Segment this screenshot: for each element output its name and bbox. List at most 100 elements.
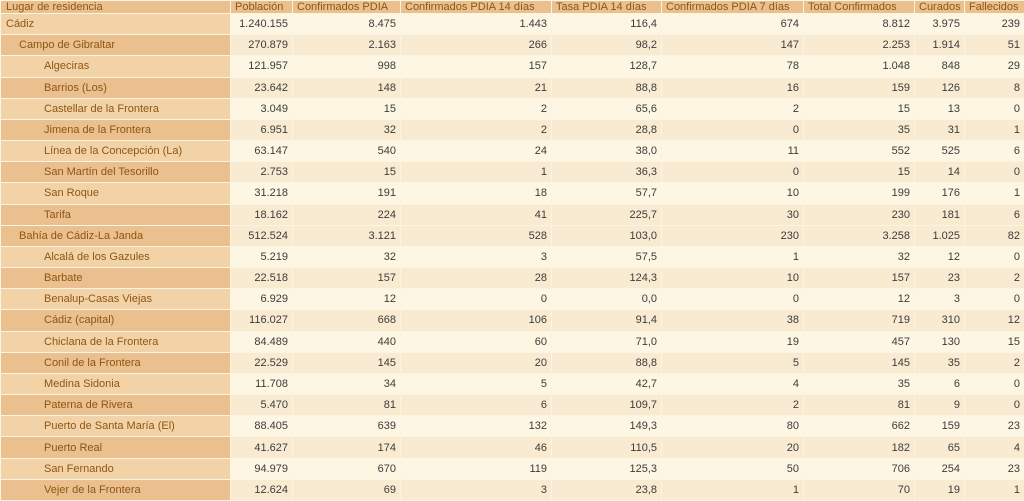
cell-tasa-pdia-14-dias: 28,8 (551, 118, 662, 142)
table-row: San Fernando 94.979 670 119 125,3 50 706 254 23 (0, 457, 1024, 480)
row-label[interactable]: Cádiz (capital) (0, 309, 231, 332)
cell-confirmados-pdia: 15 (292, 161, 401, 184)
cell-total-confirmados: 81 (803, 394, 915, 417)
cell-poblacion: 5.219 (230, 245, 293, 269)
cell-total-confirmados: 457 (803, 330, 915, 353)
cell-curados: 19 (914, 478, 965, 501)
cell-total-confirmados: 230 (803, 203, 915, 226)
cell-confirmados-pdia-14-dias: 18 (400, 182, 552, 205)
row-label[interactable]: Campo de Gibraltar (0, 34, 231, 57)
cell-confirmados-pdia-14-dias: 5 (400, 372, 552, 396)
row-label[interactable]: Alcalá de los Gazules (0, 245, 231, 269)
cell-confirmados-pdia-7-dias: 50 (661, 457, 804, 480)
column-header-tasa-pdia-14-dias[interactable]: Tasa PDIA 14 días (551, 0, 662, 14)
cell-confirmados-pdia: 12 (292, 288, 401, 311)
cell-curados: 6 (914, 372, 965, 396)
row-label[interactable]: Barbate (0, 267, 231, 290)
column-header-poblacion[interactable]: Población (230, 0, 293, 14)
cell-confirmados-pdia: 157 (292, 267, 401, 290)
cell-confirmados-pdia-7-dias: 30 (661, 203, 804, 226)
cell-fallecidos: 0 (964, 288, 1024, 311)
cell-tasa-pdia-14-dias: 36,3 (551, 161, 662, 184)
column-header-confirmados-pdia-14-dias[interactable]: Confirmados PDIA 14 días (400, 0, 552, 14)
row-label[interactable]: Jimena de la Frontera (0, 118, 231, 142)
cell-fallecidos: 1 (964, 118, 1024, 142)
cell-confirmados-pdia: 440 (292, 330, 401, 353)
column-header-confirmados-pdia-7-dias[interactable]: Confirmados PDIA 7 días (661, 0, 804, 14)
table-row: Paterna de Rivera 5.470 81 6 109,7 2 81 9 0 (0, 394, 1024, 417)
cell-curados: 65 (914, 436, 965, 459)
row-label[interactable]: Paterna de Rivera (0, 394, 231, 417)
row-label[interactable]: Castellar de la Frontera (0, 97, 231, 120)
cell-poblacion: 22.529 (230, 351, 293, 374)
cell-curados: 525 (914, 140, 965, 163)
cell-confirmados-pdia-7-dias: 80 (661, 415, 804, 438)
cell-confirmados-pdia: 32 (292, 245, 401, 269)
row-label[interactable]: San Fernando (0, 457, 231, 480)
cell-total-confirmados: 159 (803, 76, 915, 99)
table-row: Línea de la Concepción (La) 63.147 540 24 38… (0, 140, 1024, 163)
row-label[interactable]: Puerto Real (0, 436, 231, 459)
cell-poblacion: 12.624 (230, 478, 293, 501)
cell-poblacion: 121.957 (230, 55, 293, 78)
cell-tasa-pdia-14-dias: 124,3 (551, 267, 662, 290)
row-label[interactable]: Chiclana de la Frontera (0, 330, 231, 353)
cell-confirmados-pdia-7-dias: 5 (661, 351, 804, 374)
cell-total-confirmados: 35 (803, 118, 915, 142)
cell-tasa-pdia-14-dias: 23,8 (551, 478, 662, 501)
column-header-fallecidos[interactable]: Fallecidos (964, 0, 1024, 14)
table-row: Algeciras 121.957 998 157 128,7 78 1.048 848 29 (0, 55, 1024, 78)
cell-tasa-pdia-14-dias: 71,0 (551, 330, 662, 353)
cell-fallecidos: 82 (964, 224, 1024, 247)
cell-confirmados-pdia-14-dias: 41 (400, 203, 552, 226)
cell-total-confirmados: 32 (803, 245, 915, 269)
cell-curados: 126 (914, 76, 965, 99)
row-label[interactable]: Vejer de la Frontera (0, 478, 231, 501)
cell-tasa-pdia-14-dias: 57,7 (551, 182, 662, 205)
cell-fallecidos: 29 (964, 55, 1024, 78)
row-label[interactable]: Puerto de Santa María (El) (0, 415, 231, 438)
row-label[interactable]: Conil de la Frontera (0, 351, 231, 374)
cell-poblacion: 512.524 (230, 224, 293, 247)
cell-curados: 1.025 (914, 224, 965, 247)
cell-confirmados-pdia-14-dias: 24 (400, 140, 552, 163)
cell-confirmados-pdia: 32 (292, 118, 401, 142)
table-row: Cádiz (capital) 116.027 668 106 91,4 38 719 310… (0, 309, 1024, 332)
row-label[interactable]: Benalup-Casas Viejas (0, 288, 231, 311)
cell-total-confirmados: 70 (803, 478, 915, 501)
cell-confirmados-pdia-7-dias: 1 (661, 245, 804, 269)
row-label[interactable]: Tarifa (0, 203, 231, 226)
cell-poblacion: 1.240.155 (230, 12, 293, 36)
row-label[interactable]: Algeciras (0, 55, 231, 78)
cell-curados: 1.914 (914, 34, 965, 57)
column-header-lugar-de-residencia[interactable]: Lugar de residencia (0, 0, 231, 14)
cell-curados: 310 (914, 309, 965, 332)
cell-confirmados-pdia-7-dias: 0 (661, 161, 804, 184)
table-row: Benalup-Casas Viejas 6.929 12 0 0,0 0 12 3 0 (0, 288, 1024, 311)
row-label[interactable]: Cádiz (0, 12, 231, 36)
cell-tasa-pdia-14-dias: 103,0 (551, 224, 662, 247)
cell-tasa-pdia-14-dias: 88,8 (551, 76, 662, 99)
cell-confirmados-pdia: 148 (292, 76, 401, 99)
table-row: Chiclana de la Frontera 84.489 440 60 71,0 19… (0, 330, 1024, 353)
cell-poblacion: 270.879 (230, 34, 293, 57)
cell-confirmados-pdia-7-dias: 78 (661, 55, 804, 78)
table-row: Bahía de Cádiz-La Janda 512.524 3.121 528 10… (0, 224, 1024, 247)
table-row: Conil de la Frontera 22.529 145 20 88,8 5 145 3… (0, 351, 1024, 374)
row-label[interactable]: San Martín del Tesorillo (0, 161, 231, 184)
row-label[interactable]: Barrios (Los) (0, 76, 231, 99)
cell-confirmados-pdia: 670 (292, 457, 401, 480)
row-label[interactable]: Línea de la Concepción (La) (0, 140, 231, 163)
cell-curados: 9 (914, 394, 965, 417)
row-label[interactable]: Medina Sidonia (0, 372, 231, 396)
column-header-confirmados-pdia[interactable]: Confirmados PDIA (292, 0, 401, 14)
row-label[interactable]: San Roque (0, 182, 231, 205)
column-header-total-confirmados[interactable]: Total Confirmados (803, 0, 915, 14)
column-header-curados[interactable]: Curados (914, 0, 965, 14)
cell-poblacion: 3.049 (230, 97, 293, 120)
cell-fallecidos: 1 (964, 182, 1024, 205)
cell-fallecidos: 23 (964, 415, 1024, 438)
cell-fallecidos: 8 (964, 76, 1024, 99)
row-label[interactable]: Bahía de Cádiz-La Janda (0, 224, 231, 247)
cell-total-confirmados: 15 (803, 161, 915, 184)
